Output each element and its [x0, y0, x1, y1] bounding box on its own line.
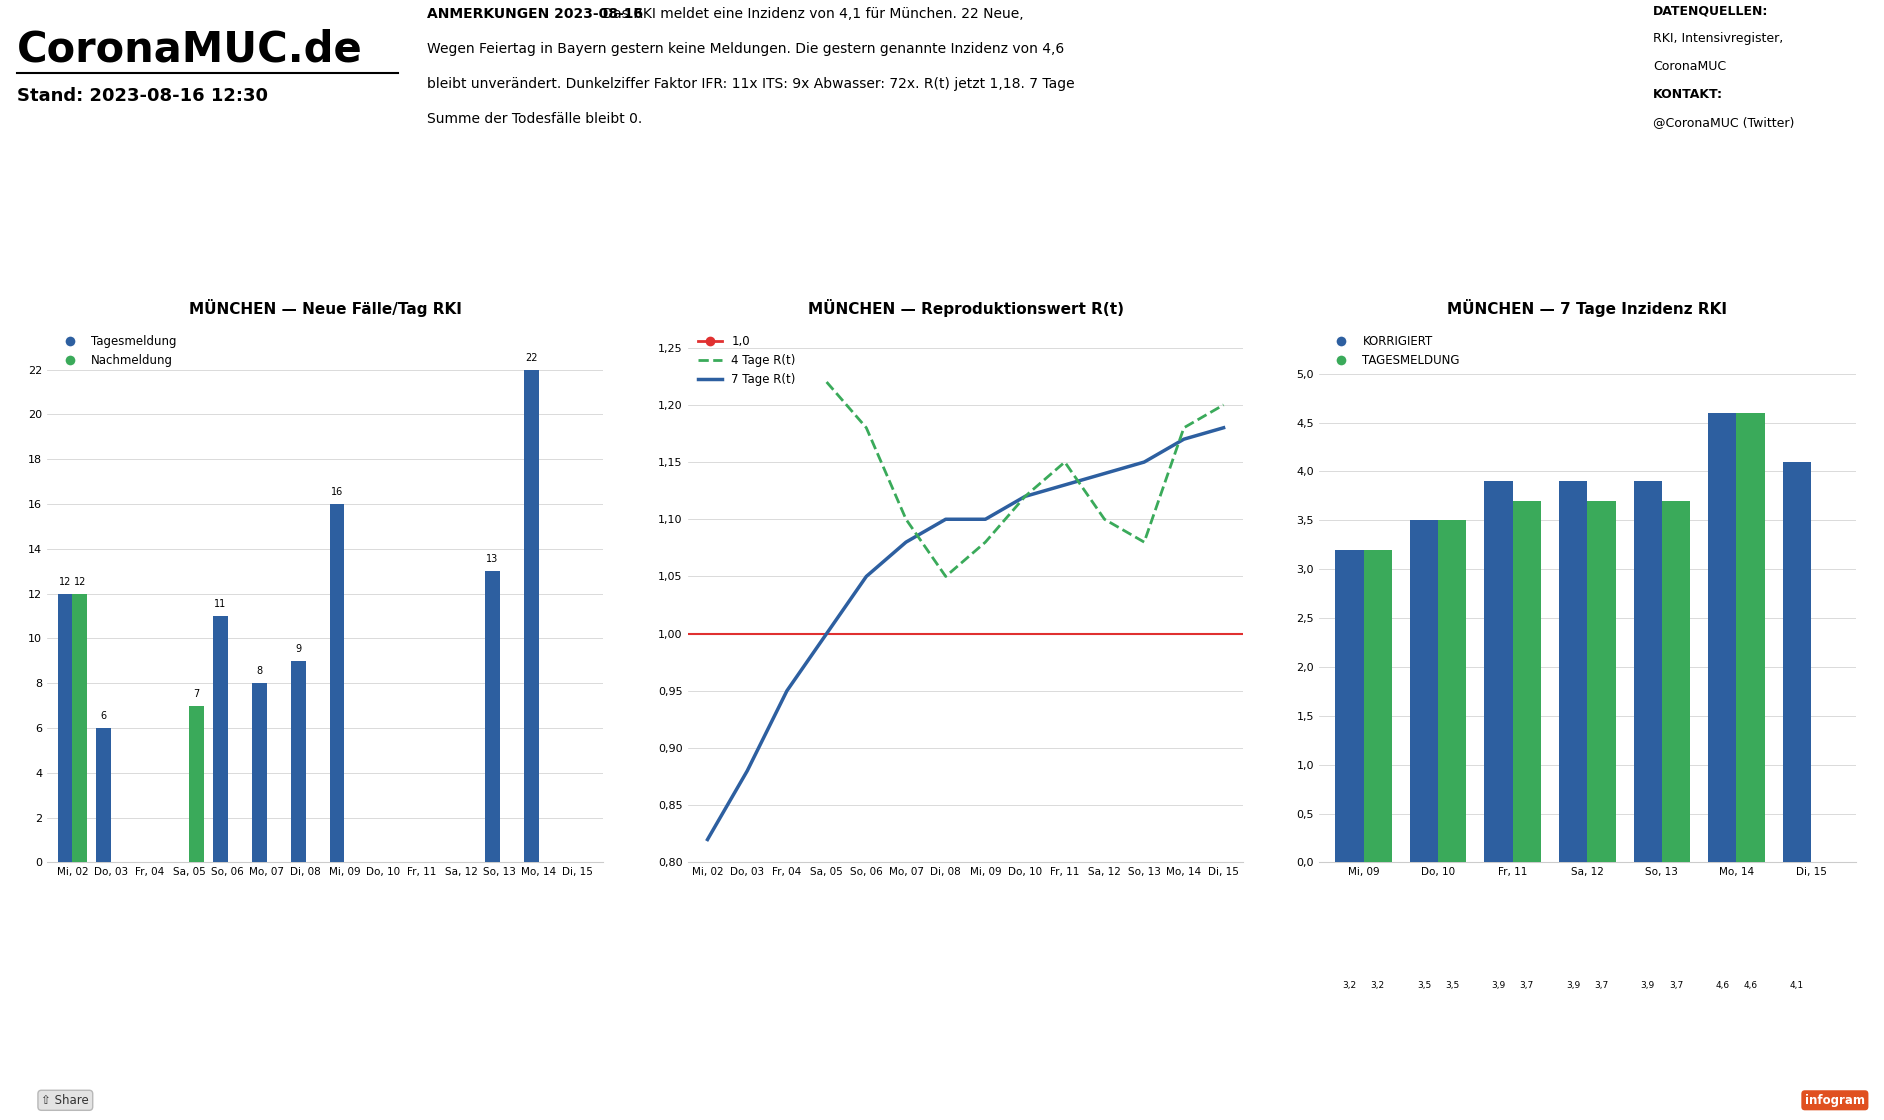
- Legend: KORRIGIERT, TAGESMELDUNG: KORRIGIERT, TAGESMELDUNG: [1324, 330, 1464, 372]
- Text: @CoronaMUC (Twitter): @CoronaMUC (Twitter): [1654, 116, 1795, 129]
- Bar: [1336, 550, 1364, 862]
- Text: +/-0: +/-0: [820, 203, 889, 232]
- Text: CoronaMUC.de: CoronaMUC.de: [17, 28, 362, 69]
- Text: bleibt unverändert. Dunkelziffer Faktor IFR: 11x ITS: 9x Abwasser: 72x. R(t) jet: bleibt unverändert. Dunkelziffer Faktor …: [428, 77, 1074, 91]
- Text: 2: 2: [705, 203, 727, 232]
- Text: REPRODUKTIONSWERT: REPRODUKTIONSWERT: [1341, 151, 1485, 161]
- Text: 4,1: 4,1: [1790, 981, 1803, 990]
- Text: IFR/ITS/Abwasser basiert: IFR/ITS/Abwasser basiert: [1034, 262, 1164, 272]
- Bar: [188, 706, 203, 862]
- Text: MÜNCHEN   VERÄNDERUNG: MÜNCHEN VERÄNDERUNG: [714, 262, 857, 272]
- Text: 11/9/72: 11/9/72: [1034, 203, 1162, 232]
- Text: INTENSIVBETTENBELEGUNG: INTENSIVBETTENBELEGUNG: [697, 151, 872, 161]
- Text: Stand: 2023-08-16 12:30: Stand: 2023-08-16 12:30: [17, 87, 268, 105]
- Text: Di–Sa.*: Di–Sa.*: [1709, 262, 1746, 272]
- Text: Made with: Made with: [1705, 1095, 1763, 1105]
- Text: 4,6: 4,6: [1743, 981, 1758, 990]
- Bar: [1513, 501, 1541, 862]
- Bar: [1586, 501, 1616, 862]
- Bar: [1558, 482, 1586, 862]
- Text: 3,7: 3,7: [1594, 981, 1609, 990]
- Text: Di–Sa.*: Di–Sa.*: [452, 288, 490, 298]
- Text: Wegen Feiertag in Bayern gestern keine Meldungen. Die gestern genannte Inzidenz : Wegen Feiertag in Bayern gestern keine M…: [428, 41, 1064, 56]
- Bar: [72, 594, 87, 862]
- Text: INZIDENZ RKI: INZIDENZ RKI: [1684, 151, 1769, 161]
- Text: 3,5: 3,5: [1417, 981, 1432, 990]
- Bar: [524, 370, 539, 862]
- Text: Summe der Todesfälle bleibt 0.: Summe der Todesfälle bleibt 0.: [428, 112, 642, 127]
- Title: MÜNCHEN — Neue Fälle/Tag RKI: MÜNCHEN — Neue Fälle/Tag RKI: [188, 299, 462, 317]
- Bar: [213, 616, 228, 862]
- Text: 13: 13: [486, 554, 499, 564]
- Bar: [1737, 413, 1765, 862]
- Text: 3,9: 3,9: [1641, 981, 1654, 990]
- Text: 3,2: 3,2: [1341, 981, 1356, 990]
- Bar: [330, 504, 345, 862]
- Title: MÜNCHEN — Reproduktionswert R(t): MÜNCHEN — Reproduktionswert R(t): [808, 299, 1123, 317]
- Title: MÜNCHEN — 7 Tage Inzidenz RKI: MÜNCHEN — 7 Tage Inzidenz RKI: [1447, 299, 1728, 317]
- Text: 11: 11: [215, 599, 226, 609]
- Bar: [1662, 501, 1690, 862]
- Text: 3,5: 3,5: [1445, 981, 1460, 990]
- Text: 4,1: 4,1: [1699, 203, 1754, 232]
- Text: DATENQUELLEN:: DATENQUELLEN:: [1654, 4, 1769, 17]
- Text: 12: 12: [73, 577, 87, 587]
- Text: +0: +0: [134, 203, 181, 232]
- Text: 3,2: 3,2: [1372, 981, 1385, 990]
- Bar: [58, 594, 72, 862]
- Bar: [252, 683, 268, 862]
- Text: CoronaMUC: CoronaMUC: [1654, 60, 1726, 73]
- Text: ANMERKUNGEN 2023-08-16: ANMERKUNGEN 2023-08-16: [428, 7, 642, 21]
- Text: 7: 7: [194, 689, 200, 699]
- Bar: [1409, 521, 1437, 862]
- Text: Di–Sa.*: Di–Sa.*: [138, 288, 175, 298]
- Text: RKI, Intensivregister,: RKI, Intensivregister,: [1654, 32, 1784, 45]
- Text: Gesamt: 2.652: Gesamt: 2.652: [431, 262, 511, 272]
- Legend: 1,0, 4 Tage R(t), 7 Tage R(t): 1,0, 4 Tage R(t), 7 Tage R(t): [693, 330, 801, 391]
- Text: 8: 8: [256, 666, 262, 676]
- Legend: Tagesmeldung, Nachmeldung: Tagesmeldung, Nachmeldung: [53, 330, 181, 372]
- Text: 6: 6: [100, 711, 107, 721]
- Text: BESTÄTIGTE FÄLLE: BESTÄTIGTE FÄLLE: [100, 151, 215, 161]
- Text: 12: 12: [58, 577, 72, 587]
- Text: DUNKELZIFFER FAKTOR: DUNKELZIFFER FAKTOR: [1025, 151, 1172, 161]
- Text: 9: 9: [296, 644, 301, 654]
- Text: 3,7: 3,7: [1520, 981, 1534, 990]
- Text: infogram: infogram: [1805, 1094, 1865, 1107]
- Text: TODESFÄLLE: TODESFÄLLE: [431, 151, 511, 161]
- Text: 3,9: 3,9: [1492, 981, 1505, 990]
- Text: 3,7: 3,7: [1669, 981, 1682, 990]
- Bar: [484, 571, 499, 862]
- Text: Täglich: Täglich: [767, 288, 803, 298]
- Bar: [1485, 482, 1513, 862]
- Bar: [290, 661, 305, 862]
- Bar: [96, 728, 111, 862]
- Bar: [1364, 550, 1392, 862]
- Text: Täglich: Täglich: [1394, 288, 1432, 298]
- Text: * RKI Zahlen zu Inzidenz, Fallzahlen, Nachmeldungen und Todesfällen: Dienstag bi: * RKI Zahlen zu Inzidenz, Fallzahlen, Na…: [401, 1060, 1483, 1077]
- Text: 22: 22: [526, 353, 537, 363]
- Text: Das RKI meldet eine Inzidenz von 4,1 für München. 22 Neue,: Das RKI meldet eine Inzidenz von 4,1 für…: [597, 7, 1023, 21]
- Bar: [1782, 461, 1811, 862]
- Text: 1,18 ►: 1,18 ►: [1358, 203, 1468, 232]
- Text: Gesamt: 721.955: Gesamt: 721.955: [111, 262, 202, 272]
- Text: 16: 16: [332, 487, 343, 497]
- Text: Täglich: Täglich: [1081, 288, 1117, 298]
- Bar: [1437, 521, 1466, 862]
- Text: +0: +0: [448, 203, 494, 232]
- Text: KONTAKT:: KONTAKT:: [1654, 88, 1724, 101]
- Text: Quelle: CoronaMUC: Quelle: CoronaMUC: [1362, 262, 1464, 272]
- Text: 4,6: 4,6: [1714, 981, 1730, 990]
- Text: ⇧ Share: ⇧ Share: [41, 1094, 89, 1107]
- Bar: [1709, 413, 1737, 862]
- Bar: [1633, 482, 1662, 862]
- Text: 3,9: 3,9: [1566, 981, 1581, 990]
